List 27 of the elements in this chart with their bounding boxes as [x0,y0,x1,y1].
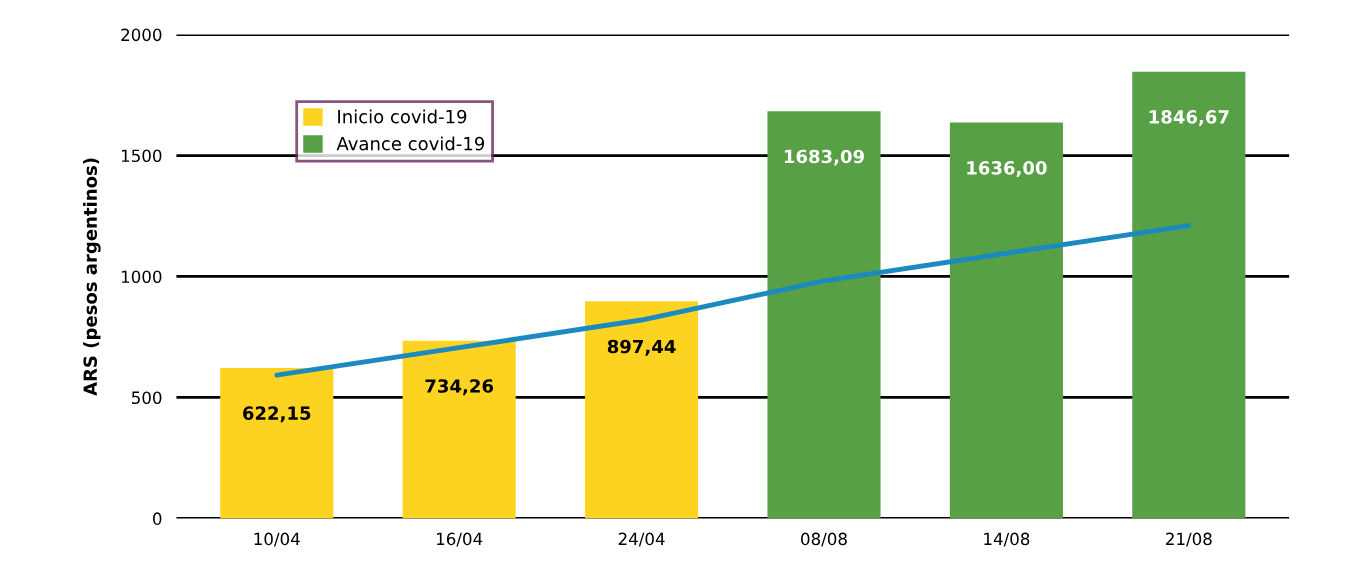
line-series [274,223,1192,378]
bar [949,122,1063,519]
y-tick-label: 2000 [121,28,162,42]
bar [585,301,699,519]
data-label: 1846,67 [1149,110,1229,127]
legend-label: Avance covid-19 [336,136,485,151]
data-label: 734,26 [425,379,494,396]
bar [402,340,516,519]
y-tick-label: 500 [132,391,162,405]
data-label: 1636,00 [967,161,1047,177]
x-tick-label: 21/08 [1166,532,1212,547]
data-label: 897,44 [607,339,676,356]
bar [1132,71,1246,519]
x-tick-label: 08/08 [801,532,847,547]
data-label: 1683,09 [784,149,864,166]
y-tick-label: 1000 [121,270,162,284]
x-tick-label: 10/04 [254,532,300,547]
data-label: 622,15 [243,406,311,423]
bar [767,111,881,519]
bar [220,367,334,519]
x-tick-label: 16/04 [436,532,483,547]
y-axis-title: ARS (pesos argentinos) [83,158,101,396]
y-tick-label: 0 [153,512,162,525]
legend-label: Inicio covid-19 [338,109,467,124]
x-tick-label: 14/08 [984,532,1030,547]
x-tick-label: 24/04 [618,532,665,547]
y-tick-label: 1500 [121,149,162,163]
